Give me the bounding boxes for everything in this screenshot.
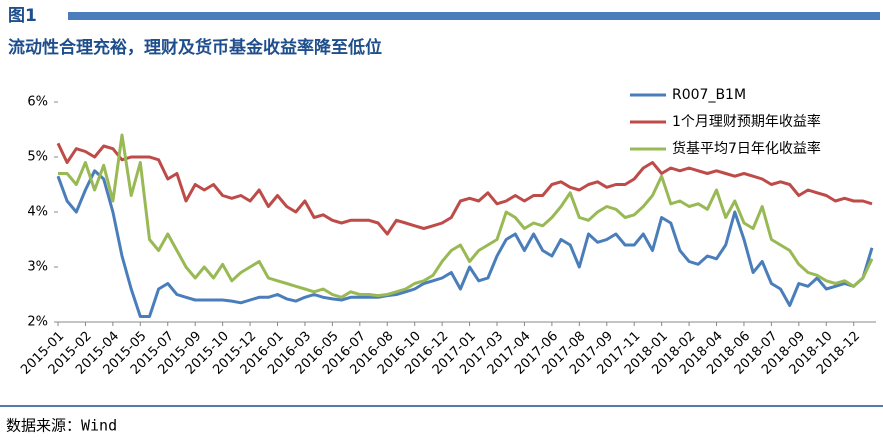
series-line bbox=[56, 142, 873, 236]
legend-label: 货基平均7日年化收益率 bbox=[672, 140, 821, 157]
chart-title: 流动性合理充裕，理财及货币基金收益率降至低位 bbox=[8, 37, 382, 58]
legend-label: R007_B1M bbox=[672, 87, 746, 103]
y-tick-label: 4% bbox=[27, 205, 48, 220]
y-tick-label: 6% bbox=[27, 95, 48, 110]
series-line bbox=[56, 169, 874, 318]
y-tick-label: 3% bbox=[27, 260, 48, 275]
figure-label: 图1 bbox=[8, 6, 37, 26]
y-tick-label: 5% bbox=[27, 150, 48, 165]
series-line bbox=[58, 133, 874, 299]
legend-label: 1个月理财预期年收益率 bbox=[672, 113, 821, 130]
header-bar bbox=[68, 12, 880, 20]
y-tick-label: 2% bbox=[27, 315, 48, 330]
source-note: 数据来源：Wind bbox=[6, 417, 117, 435]
